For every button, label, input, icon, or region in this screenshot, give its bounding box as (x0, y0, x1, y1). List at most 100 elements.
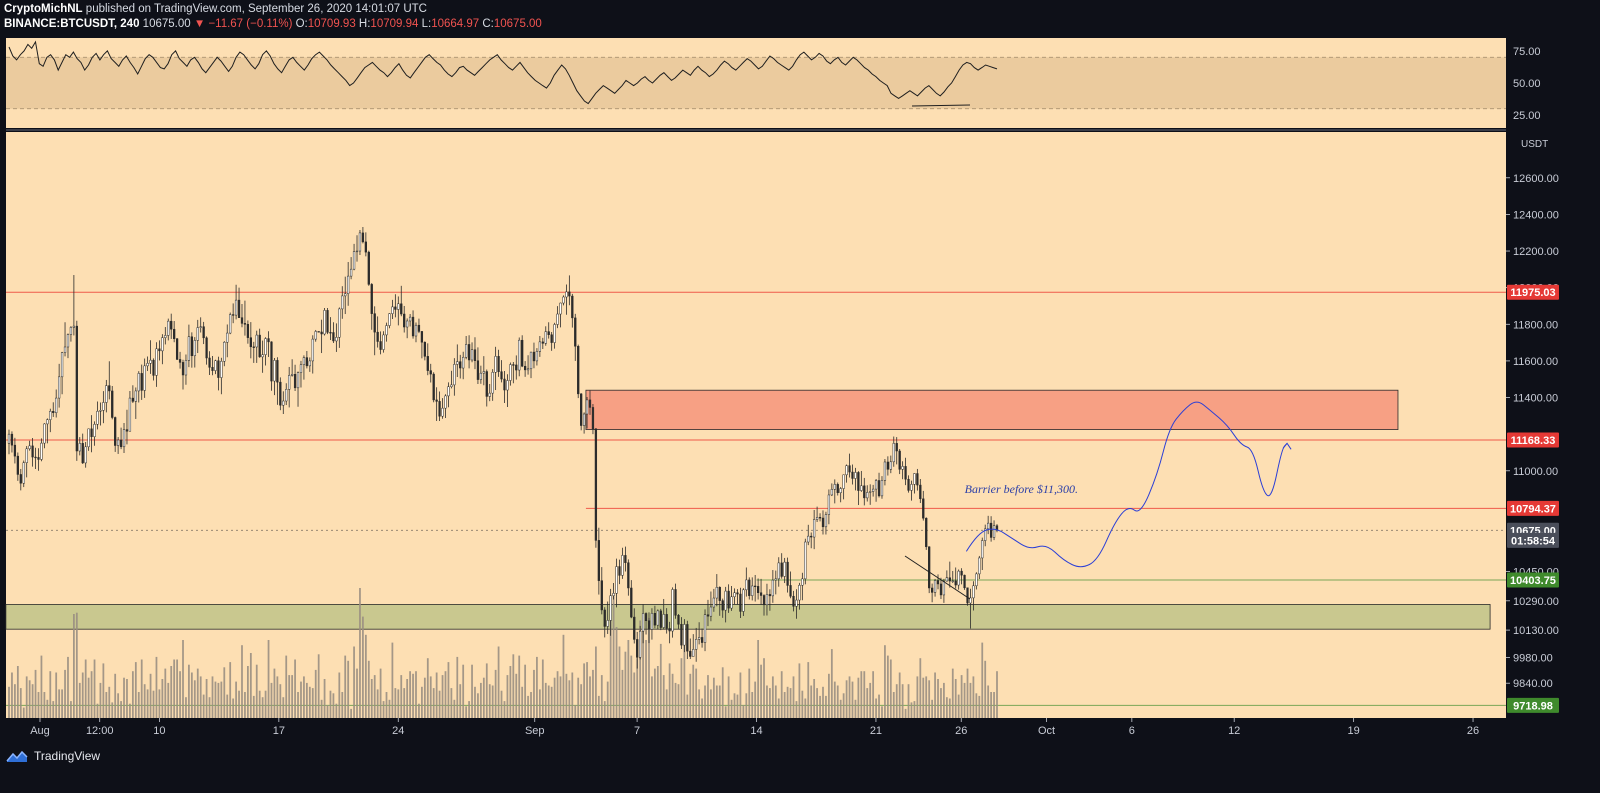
volume-bar (294, 659, 296, 718)
candle (476, 347, 480, 384)
candle-body (114, 417, 117, 446)
candle (762, 594, 766, 616)
resistance-zone (585, 389, 1399, 430)
candle-body (509, 364, 512, 381)
candle-body (397, 303, 400, 310)
candle-body (641, 613, 645, 632)
candle-body (568, 291, 571, 297)
candle (960, 568, 963, 585)
candle-body (408, 316, 412, 322)
volume-bar (22, 707, 25, 718)
candle-body (783, 561, 786, 577)
candle (108, 361, 111, 400)
candle (134, 387, 137, 419)
candle-body (972, 585, 975, 599)
candle (125, 409, 129, 445)
candle (792, 590, 795, 612)
candle (111, 385, 114, 420)
volume-bar (627, 640, 630, 718)
volume-bar (860, 671, 863, 718)
candle-body (320, 331, 323, 335)
candle-body (444, 395, 447, 409)
candle-body (164, 335, 167, 338)
volume-bar (258, 690, 261, 718)
candle (305, 351, 309, 369)
volume-bar (249, 653, 252, 718)
volume-bar (55, 672, 58, 718)
candle-body (137, 373, 140, 392)
price-tick-label: 11000.00 (1513, 466, 1558, 478)
candle-body (526, 368, 530, 371)
candle-body (512, 364, 515, 366)
volume-bar (597, 695, 600, 718)
publisher-name[interactable]: CryptoMichNL (4, 3, 83, 15)
volume-bar (842, 693, 845, 718)
candle (756, 578, 760, 600)
volume-bar (839, 699, 842, 718)
candle (279, 377, 282, 411)
candle (290, 359, 294, 377)
candle (349, 257, 353, 280)
candle (317, 331, 320, 333)
candle-body (692, 649, 695, 657)
candle (152, 358, 155, 381)
candle (96, 401, 99, 430)
volume-bar (739, 672, 742, 718)
candle-body (804, 541, 807, 580)
candle-body (258, 334, 261, 358)
candle-body (639, 630, 642, 658)
candle (308, 357, 311, 372)
candle-body (149, 359, 152, 364)
candle (907, 475, 910, 493)
candle-body (615, 566, 618, 594)
candle-body (780, 562, 783, 577)
candle (650, 608, 654, 640)
candle (874, 479, 878, 502)
candle-body (426, 356, 429, 371)
volume-bar (530, 692, 532, 718)
price-tick-label: 9980.00 (1513, 653, 1553, 665)
candle (414, 322, 418, 343)
candle (739, 587, 742, 619)
volume-bar (450, 688, 453, 718)
time-tick-label: 17 (273, 725, 285, 737)
candle-body (255, 334, 258, 348)
candle-body (768, 594, 772, 597)
volume-bar (255, 664, 258, 718)
candle (606, 601, 609, 634)
candle (361, 227, 365, 244)
bottom-bar (0, 718, 1600, 788)
candle-body (529, 351, 533, 370)
candle-body (379, 341, 382, 350)
candle (913, 473, 916, 494)
symbol-label[interactable]: BINANCE:BTCUSDT, 240 (4, 18, 140, 30)
candle-body (659, 610, 662, 628)
candle-body (234, 299, 238, 316)
candle (199, 317, 202, 333)
candle-body (877, 480, 881, 497)
candle (966, 587, 969, 606)
candle (922, 490, 925, 521)
volume-bar (600, 675, 603, 718)
candle-body (494, 356, 497, 373)
candle (341, 286, 344, 319)
volume-bar (226, 694, 229, 718)
candle (945, 570, 948, 582)
tradingview-footer[interactable]: TradingView (6, 749, 100, 763)
candle-body (538, 341, 542, 352)
candle-body (299, 364, 303, 373)
candle-body (279, 381, 282, 406)
candle-body (815, 517, 819, 520)
candle (671, 587, 674, 638)
volume-bar (235, 681, 237, 718)
candle (358, 229, 362, 256)
candle-body (936, 580, 940, 585)
candle-body (385, 325, 388, 336)
left-edge (0, 38, 6, 718)
candle-body (232, 314, 235, 316)
candle (845, 464, 848, 483)
candle (485, 369, 488, 407)
candle (727, 584, 730, 613)
candle-body (456, 361, 459, 365)
